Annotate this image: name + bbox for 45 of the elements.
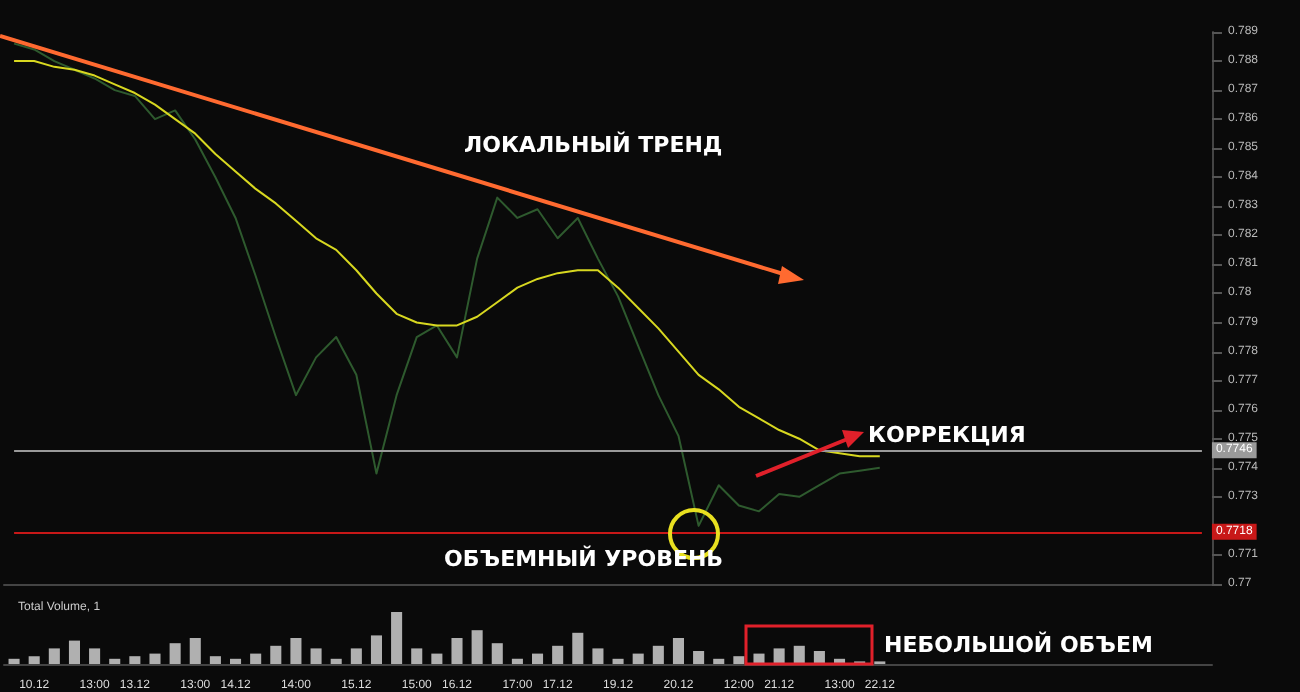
annotation: НЕБОЛЬШОЙ ОБЪЕМ <box>884 632 1153 658</box>
bar <box>370 635 382 664</box>
bar <box>592 648 604 664</box>
bar <box>753 653 765 664</box>
bar <box>733 656 745 664</box>
bar <box>431 653 443 664</box>
bar <box>270 645 282 664</box>
bar <box>391 612 403 664</box>
bar <box>48 648 60 664</box>
bar <box>149 653 161 664</box>
bar <box>511 658 523 664</box>
annotation: КОРРЕКЦИЯ <box>868 422 1026 448</box>
bar <box>813 651 825 664</box>
bar <box>773 648 785 664</box>
bar <box>552 645 564 664</box>
bar <box>28 656 40 664</box>
bar <box>290 638 302 664</box>
annotation: ЛОКАЛЬНЫЙ ТРЕНД <box>464 132 723 158</box>
bar <box>572 632 584 664</box>
bar <box>532 653 544 664</box>
bar <box>350 648 362 664</box>
bar <box>129 656 141 664</box>
bar <box>330 658 342 664</box>
bar <box>411 648 423 664</box>
bar <box>471 630 483 664</box>
bar <box>652 645 664 664</box>
bar <box>169 643 181 664</box>
bar <box>451 638 463 664</box>
bar <box>8 658 20 664</box>
bar <box>693 651 705 664</box>
bar <box>68 640 80 664</box>
annotation: ОБЪЕМНЫЙ УРОВЕНЬ <box>444 546 724 572</box>
bar <box>713 658 725 664</box>
bar <box>310 648 322 664</box>
bar <box>672 638 684 664</box>
bar <box>209 656 221 664</box>
bar <box>612 658 624 664</box>
bar <box>89 648 101 664</box>
bar <box>189 638 201 664</box>
bar <box>632 653 644 664</box>
bar <box>230 658 242 664</box>
bar <box>109 658 121 664</box>
bar <box>491 643 503 664</box>
bar <box>250 653 262 664</box>
bar <box>793 645 805 664</box>
